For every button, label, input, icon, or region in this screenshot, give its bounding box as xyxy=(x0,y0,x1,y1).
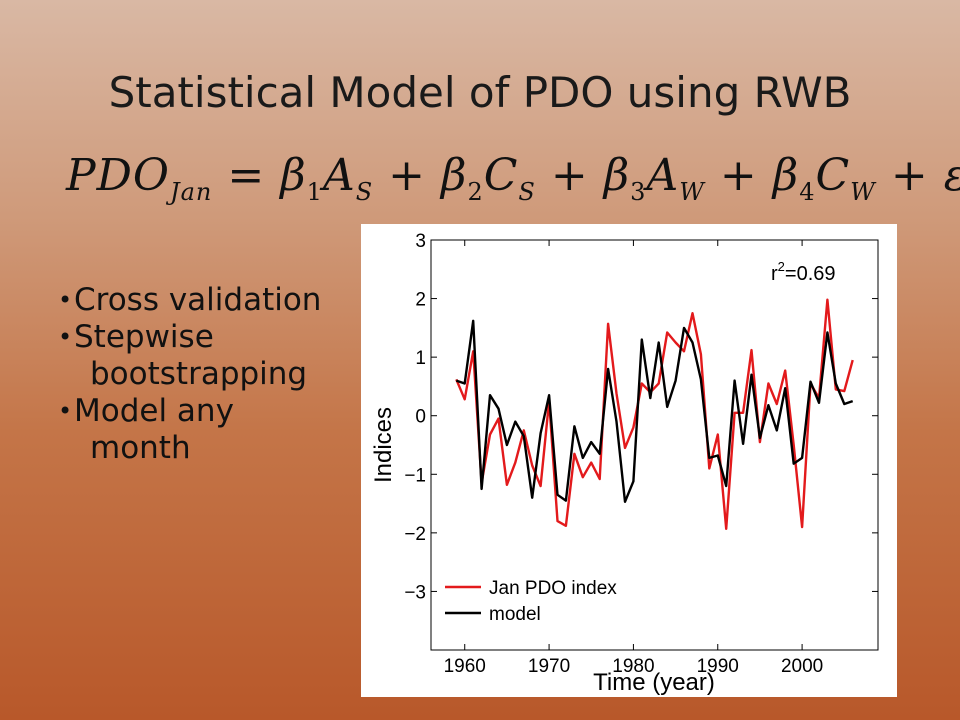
legend-label-pdo: Jan PDO index xyxy=(489,578,617,599)
r2-annotation: r2=0.69 xyxy=(771,259,836,285)
legend: Jan PDO index model xyxy=(445,578,617,625)
plot-frame xyxy=(430,239,879,651)
eq-equals: = xyxy=(227,150,281,201)
y-tick-label: 0 xyxy=(415,407,426,428)
legend-label-model: model xyxy=(489,604,541,625)
bullet-text: Cross validation xyxy=(74,282,322,318)
y-tick-label: −2 xyxy=(404,524,426,545)
x-tick-label: 1970 xyxy=(528,656,570,677)
eq-lhs: PDO xyxy=(66,150,170,201)
eq-plus: + xyxy=(719,150,773,201)
x-tick-label: 1980 xyxy=(612,656,654,677)
x-tick-label: 1990 xyxy=(697,656,739,677)
eq-term-3: β3AW xyxy=(603,150,705,206)
model-line xyxy=(455,319,854,503)
bullet-text: Model any xyxy=(74,393,234,429)
pdo-index-line xyxy=(455,298,854,530)
bullet-item: Cross validation xyxy=(58,282,321,319)
eq-term-2: β2CS xyxy=(441,150,536,206)
bullet-text: Stepwise xyxy=(74,319,214,355)
regression-equation: PDOJan = β1AS + β2CS + β3AW + β4CW + ε xyxy=(66,150,960,206)
x-tick-label: 1960 xyxy=(444,656,486,677)
eq-plus: + xyxy=(550,150,604,201)
y-tick-label: 2 xyxy=(415,290,426,311)
slide-title: Statistical Model of PDO using RWB xyxy=(108,68,852,117)
eq-term-4: β4CW xyxy=(772,150,876,206)
chart-panel: 3 2 1 0 −1 −2 −3 1960 1970 1980 1990 2000 r2=0.69 … xyxy=(361,224,897,697)
y-axis-label: Indices xyxy=(370,407,397,483)
bullet-continuation: month xyxy=(90,430,191,466)
eq-lhs-sub: Jan xyxy=(169,177,213,206)
bullet-continuation: bootstrapping xyxy=(90,356,308,392)
y-tick-label: 3 xyxy=(415,231,426,252)
y-tick-label: 1 xyxy=(415,348,426,369)
eq-plus: + xyxy=(388,150,442,201)
y-tick-label: −1 xyxy=(404,465,426,486)
eq-error: ε xyxy=(944,150,960,201)
x-tick-label: 2000 xyxy=(781,656,823,677)
x-axis-label: Time (year) xyxy=(593,669,715,696)
eq-plus: + xyxy=(890,150,944,201)
y-tick-label: −3 xyxy=(404,582,426,603)
eq-term-1: β1AS xyxy=(280,150,374,206)
